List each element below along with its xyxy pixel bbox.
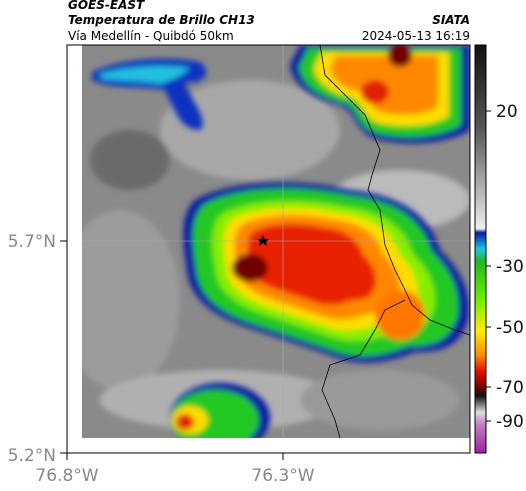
lat-label: 5.7°N bbox=[8, 232, 56, 252]
colorbar-label: -50 bbox=[496, 318, 524, 338]
border-lines bbox=[319, 45, 470, 438]
lon-label: 76.8°W bbox=[35, 466, 98, 486]
lat-label: 5.2°N bbox=[8, 446, 56, 466]
map-frame bbox=[66, 44, 471, 454]
colorbar-label: -30 bbox=[496, 257, 524, 277]
route-label: Vía Medellín - Quibdó 50km bbox=[68, 29, 234, 43]
colorbar-label: -70 bbox=[496, 378, 524, 398]
product-title: Temperatura de Brillo CH13 bbox=[68, 13, 255, 27]
source-label: SIATA bbox=[432, 13, 470, 27]
datetime-label: 2024-05-13 16:19 bbox=[362, 29, 470, 43]
colorbar-label: 20 bbox=[496, 102, 518, 122]
satellite-name: GOES-EAST bbox=[68, 0, 145, 12]
location-marker bbox=[257, 235, 269, 246]
lon-label: 76.3°W bbox=[251, 466, 314, 486]
colorbar-label: -90 bbox=[496, 412, 524, 432]
colorbar-ticks bbox=[486, 110, 491, 422]
satellite-image bbox=[82, 45, 470, 438]
colorbar bbox=[474, 44, 487, 454]
